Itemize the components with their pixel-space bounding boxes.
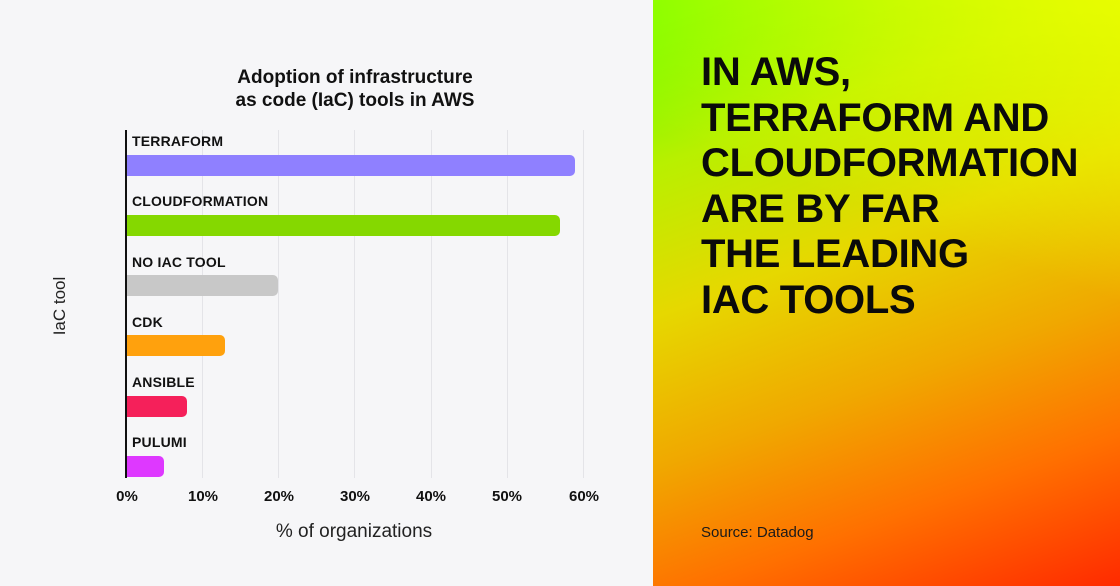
plot-area: TERRAFORM CLOUDFORMATION NO IAC TOOL CDK… xyxy=(125,130,626,480)
bar-label-no-iac-tool: NO IAC TOOL xyxy=(132,254,226,270)
x-tick-30: 30% xyxy=(339,488,371,505)
bar-pulumi xyxy=(126,456,165,477)
x-tick-60: 60% xyxy=(568,488,600,505)
gridline-30 xyxy=(354,130,355,478)
chart-title-line-2: as code (IaC) tools in AWS xyxy=(235,90,475,111)
headline-line-3: CLOUDFORMATION xyxy=(701,141,1079,185)
headline-panel: IN AWS, TERRAFORM AND CLOUDFORMATION ARE… xyxy=(653,0,1120,586)
gridline-60 xyxy=(583,130,584,478)
x-tick-0: 0% xyxy=(116,488,138,505)
chart-panel: Adoption of infrastructure as code (IaC)… xyxy=(50,66,626,542)
x-tick-20: 20% xyxy=(263,488,295,505)
bar-label-cloudformation: CLOUDFORMATION xyxy=(132,193,269,209)
bar-label-ansible: ANSIBLE xyxy=(132,374,195,390)
x-tick-40: 40% xyxy=(415,488,447,505)
bar-ansible xyxy=(126,396,187,417)
x-axis-label: % of organizations xyxy=(275,521,433,542)
gridline-10 xyxy=(202,130,203,478)
y-axis-line xyxy=(125,130,127,478)
headline: IN AWS, TERRAFORM AND CLOUDFORMATION ARE… xyxy=(701,50,1120,323)
gradient-overlay xyxy=(653,0,1120,586)
chart-title: Adoption of infrastructure as code (IaC)… xyxy=(126,66,584,112)
chart-title-line-1: Adoption of infrastructure xyxy=(237,67,473,88)
y-axis-label: IaC tool xyxy=(50,276,69,336)
headline-line-6: IAC TOOLS xyxy=(701,277,916,322)
gridline-20 xyxy=(278,130,279,478)
bar-no-iac-tool xyxy=(126,275,279,296)
x-tick-10: 10% xyxy=(187,488,219,505)
gridline-40 xyxy=(431,130,432,478)
headline-line-5: THE LEADING xyxy=(701,232,969,276)
headline-line-4: ARE BY FAR xyxy=(701,186,940,231)
bar-terraform xyxy=(126,155,576,176)
headline-line-1: IN AWS, xyxy=(701,50,851,94)
gridline-50 xyxy=(507,130,508,478)
bar-cdk xyxy=(126,335,226,356)
x-tick-50: 50% xyxy=(491,488,523,505)
bar-cloudformation xyxy=(126,215,561,236)
bar-label-pulumi: PULUMI xyxy=(132,434,187,450)
bar-label-cdk: CDK xyxy=(132,314,163,330)
headline-line-2: TERRAFORM AND xyxy=(701,95,1049,140)
source-note: Source: Datadog xyxy=(701,524,814,541)
bar-label-terraform: TERRAFORM xyxy=(132,133,224,149)
